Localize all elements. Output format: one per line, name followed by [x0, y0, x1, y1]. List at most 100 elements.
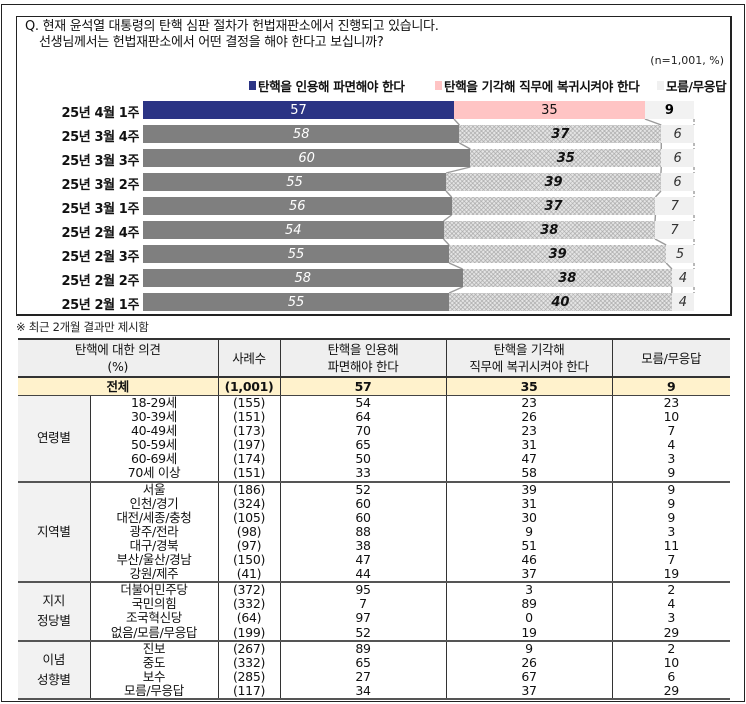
- table-cell: 중도: [142, 654, 166, 670]
- table-cell: 47: [521, 451, 537, 467]
- table-cell: 70세 이상: [127, 465, 181, 481]
- n-column: (186) (324) (105) (98) (97) (150) (41): [217, 481, 280, 584]
- chart-legend: 탄핵을 인용해 파면해야 한다 탄핵을 기각해 직무에 복귀시켜야 한다 모름/…: [17, 76, 730, 94]
- table-cell: 서울: [142, 481, 166, 497]
- chart-row: 25년 2월 1주 55 40 4: [17, 293, 730, 317]
- row-label: 25년 3월 4주: [61, 130, 139, 145]
- table-cell: 27: [355, 668, 371, 684]
- bar-impeach: 60: [143, 149, 471, 167]
- chart-row: 25년 3월 2주 55 39 6: [17, 173, 730, 197]
- table-cell: (332): [232, 596, 266, 612]
- bar-value-label: 56: [289, 198, 306, 214]
- table-cell: 6: [667, 668, 676, 684]
- table-cell: 3: [667, 523, 676, 539]
- bar-value-label: 39: [548, 246, 567, 262]
- dismiss-column: 9 26 67 37: [445, 640, 612, 700]
- legend-swatch-icon: [657, 81, 664, 90]
- bar-dismiss: 38: [443, 221, 656, 239]
- table-cell: 33: [355, 465, 371, 481]
- header-dismiss-line1: 탄핵을 기각해: [493, 342, 565, 357]
- table-cell: 70: [355, 423, 371, 439]
- chart-box: Q. 현재 윤석열 대통령의 탄핵 심판 절차가 헌법재판소에서 진행되고 있습…: [16, 16, 732, 316]
- legend-item-dontknow: 모름/무응답: [657, 76, 727, 95]
- chart-row: 25년 3월 3주 60 35 6: [17, 149, 730, 173]
- bar-value-label: 35: [556, 150, 575, 166]
- row-label: 25년 3월 1주: [61, 202, 139, 217]
- bar-impeach: 55: [143, 293, 450, 311]
- table-cell: 46: [521, 552, 537, 568]
- bar-impeach: 54: [143, 221, 444, 239]
- bar-dismiss: 37: [459, 125, 662, 143]
- bar-dontknow: 4: [671, 269, 694, 287]
- table-cell: (285): [232, 668, 266, 684]
- table-cell: (197): [232, 437, 266, 453]
- bar-value-label: 39: [544, 174, 563, 190]
- table-cell: 95: [355, 582, 371, 598]
- row-label: 25년 2월 1주: [61, 298, 139, 313]
- header-impeach-line2: 파면해야 한다: [327, 359, 399, 374]
- header-opinion-label: 탄핵에 대한 의견: [74, 342, 161, 357]
- table-cell: (173): [232, 423, 266, 439]
- table-cell: 18-29세: [130, 395, 178, 410]
- row-label: 25년 2월 2주: [61, 274, 139, 289]
- dontknow-column: 9 9 9 3 11 7 19: [611, 481, 730, 584]
- group-label: 이념 성향별: [18, 640, 91, 700]
- header-dismiss-line2: 직무에 복귀시켜야 한다: [469, 359, 589, 374]
- table-row-total: 전체 (1,001) 57 35 9: [18, 377, 730, 396]
- row-label: 25년 2월 4주: [61, 226, 139, 241]
- row-label: 25년 2월 3주: [61, 250, 139, 265]
- table-cell: 9: [667, 495, 676, 511]
- bar-impeach: 58: [143, 269, 463, 287]
- row-label: 25년 4월 1주: [61, 106, 139, 121]
- bar-value-label: 37: [551, 126, 570, 142]
- chart-row: 25년 2월 3주 55 39 5: [17, 245, 730, 269]
- table-cell: (267): [232, 640, 266, 656]
- bar-value-label: 55: [287, 294, 305, 310]
- bar-dismiss: 40: [449, 293, 672, 311]
- table-cell: 강원/제주: [129, 566, 179, 582]
- table-cell: (41): [236, 566, 262, 582]
- table-cell: 0: [525, 610, 533, 626]
- total-label: 전체: [18, 377, 218, 396]
- table-cell: 11: [663, 537, 680, 553]
- bar-value-label: 58: [292, 126, 310, 142]
- table-cell: 89: [521, 596, 537, 612]
- table-cell: (372): [232, 582, 266, 598]
- table-cell: 9: [667, 465, 676, 481]
- table-group-row: 이념 성향별 진보 중도 보수 모름/무응답 (267) (332) (285) (117) 89 6…: [18, 640, 730, 700]
- table-cell: 9: [667, 481, 676, 497]
- group-label: 연령별: [18, 395, 91, 483]
- bar-dontknow: 9: [644, 101, 694, 119]
- bar-value-label: 5: [675, 246, 685, 262]
- table-cell: 국민의힘: [131, 596, 177, 612]
- bar-dismiss: 35: [470, 149, 662, 167]
- table-cell: 60: [355, 509, 371, 525]
- table-cell: 30-39세: [130, 409, 178, 425]
- legend-item-impeach: 탄핵을 인용해 파면해야 한다: [249, 76, 405, 95]
- table-cell: 65: [355, 437, 371, 453]
- chart-row: 25년 3월 1주 56 37 7: [17, 197, 730, 221]
- group-label-line1: 지역별: [36, 523, 71, 539]
- bar-value-label: 6: [673, 126, 682, 142]
- table-cell: 60-69세: [130, 451, 178, 467]
- table-cell: 9: [525, 640, 533, 656]
- table-cell: 37: [521, 682, 537, 698]
- table-cell: (117): [232, 682, 266, 698]
- table-cell: 7: [667, 423, 676, 439]
- chart-row: 25년 3월 4주 58 37 6: [17, 125, 730, 149]
- footnote: ※ 최근 2개월 결과만 제시함: [16, 320, 149, 334]
- chart-row: 25년 4월 1주 57 35 9: [17, 101, 730, 125]
- bar-impeach: 58: [143, 125, 460, 143]
- table-cell: (324): [232, 495, 266, 511]
- bar-value-label: 6: [673, 174, 682, 190]
- table-cell: (151): [232, 465, 266, 481]
- dismiss-column: 23 26 23 31 47 58: [445, 395, 612, 483]
- table-cell: 26: [521, 409, 537, 425]
- bar-value-label: 58: [294, 270, 312, 286]
- table-cell: 23: [521, 395, 537, 410]
- table-cell: (186): [232, 481, 266, 497]
- table-cell: 50: [355, 451, 371, 467]
- table-cell: 19: [663, 566, 680, 582]
- crosstab-table: 탄핵에 대한 의견 (%) 사례수 탄핵을 인용해 파면해야 한다 탄핵을 기각…: [18, 338, 730, 700]
- table-cell: 10: [663, 654, 680, 670]
